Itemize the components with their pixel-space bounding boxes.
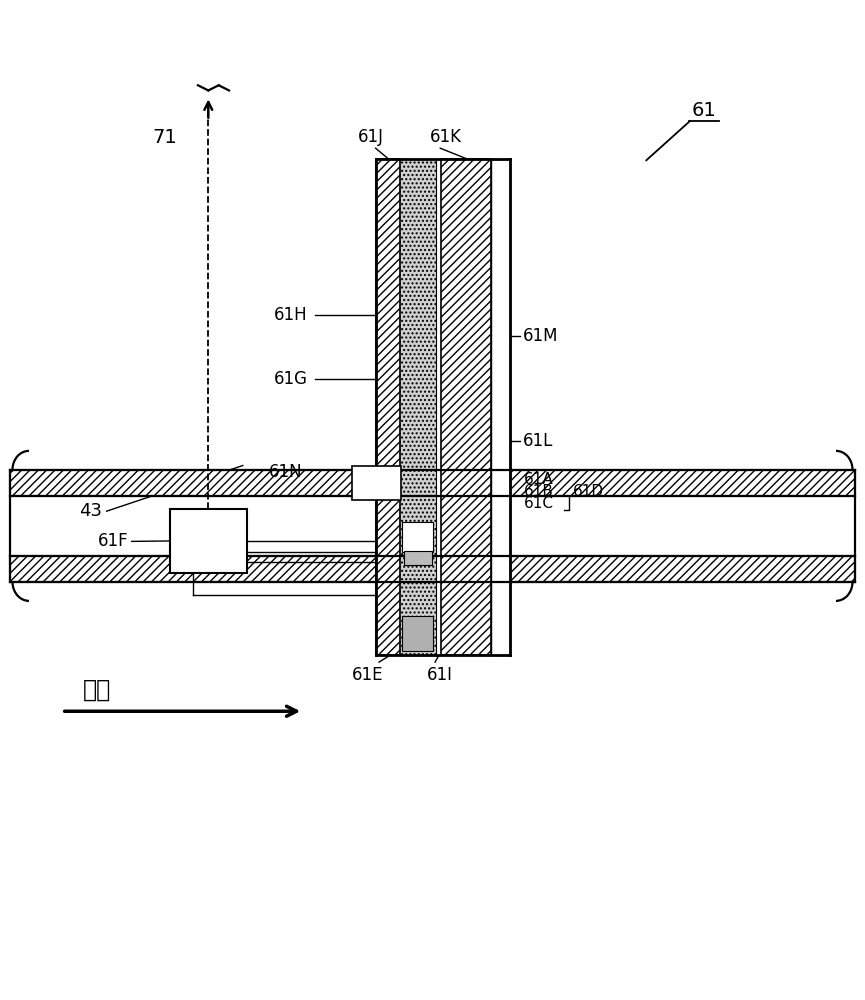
Text: 61G: 61G [274, 370, 308, 388]
Bar [376, 159, 400, 655]
Bar [402, 616, 433, 651]
Text: 61L: 61L [523, 432, 554, 450]
Text: 61K: 61K [430, 128, 462, 146]
Text: 61A: 61A [524, 472, 554, 487]
Bar [436, 159, 441, 655]
Bar [404, 551, 432, 565]
Text: 61N: 61N [269, 463, 302, 481]
Text: 43: 43 [79, 502, 102, 520]
Bar [400, 159, 436, 655]
Text: 61F: 61F [99, 532, 129, 550]
Bar [402, 522, 433, 552]
Bar [10, 556, 855, 582]
Text: 61C: 61C [524, 496, 554, 511]
Text: 61B: 61B [524, 484, 554, 499]
Text: 71: 71 [152, 128, 177, 147]
Text: 61E: 61E [352, 666, 383, 684]
Bar [10, 496, 855, 556]
Text: 61: 61 [691, 101, 716, 120]
Text: 61H: 61H [274, 306, 307, 324]
Text: 61M: 61M [523, 327, 559, 345]
Bar [376, 159, 510, 655]
Bar [352, 466, 401, 500]
Bar [10, 470, 855, 496]
Bar [400, 159, 436, 655]
Text: 废气: 废气 [83, 678, 112, 702]
Bar [170, 509, 247, 573]
Bar [441, 159, 491, 655]
Text: 61I: 61I [426, 666, 452, 684]
Bar [491, 159, 510, 655]
Text: 61J: 61J [358, 128, 384, 146]
Text: 61D: 61D [573, 484, 604, 499]
